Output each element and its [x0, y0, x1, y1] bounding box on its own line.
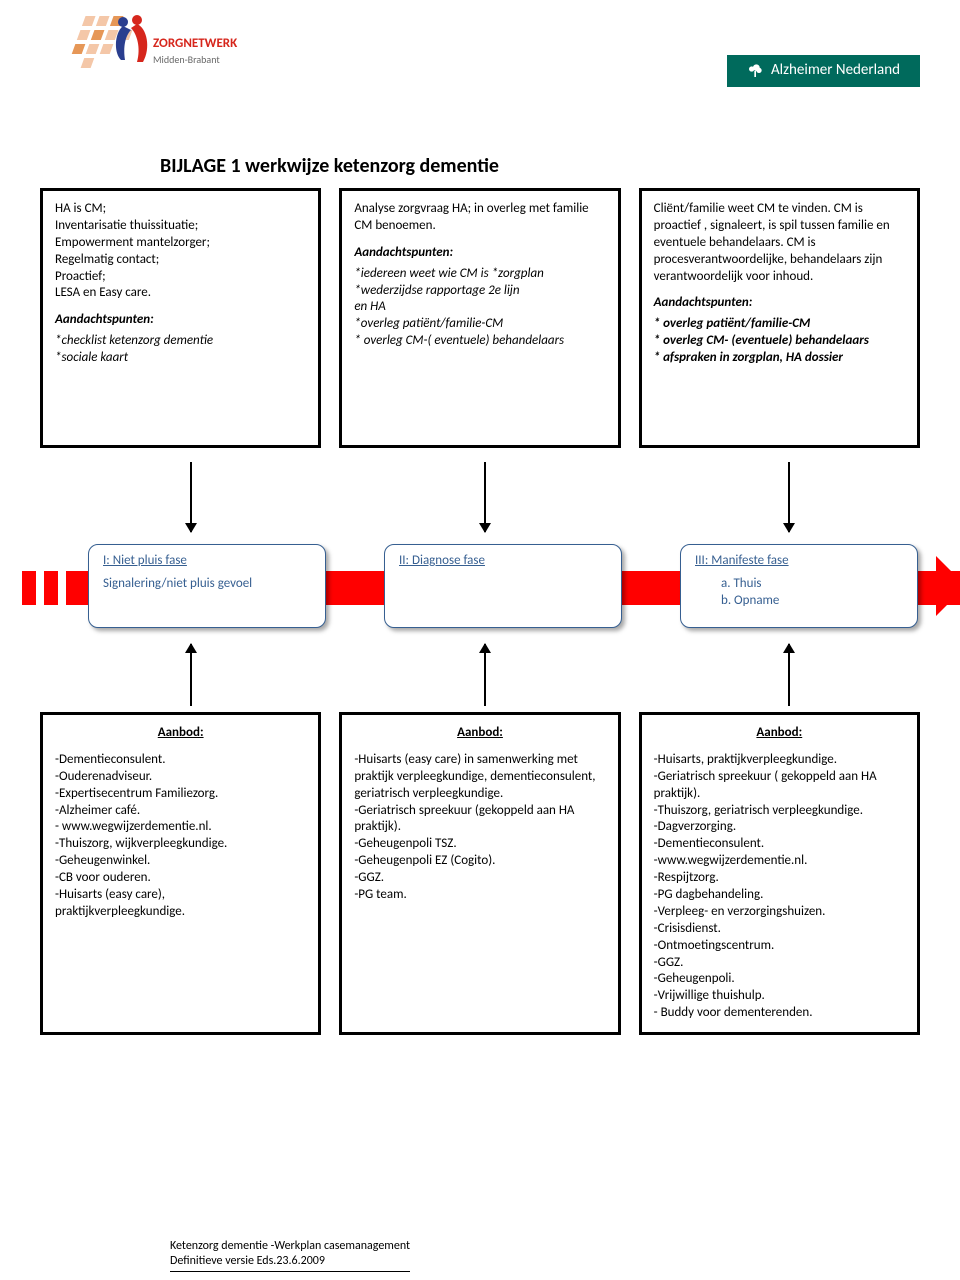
aanbod3-header: Aanbod:	[654, 725, 905, 742]
list-item: -Dagverzorging.	[654, 819, 905, 836]
top1-lead: HA is CM;Inventarisatie thuissituatie;Em…	[55, 201, 306, 302]
zorgnetwerk-figures-icon	[103, 12, 159, 74]
zorgnetwerk-title: ZORGNETWERK	[153, 36, 237, 53]
arrow-down-2	[484, 462, 486, 532]
top-box-1: HA is CM;Inventarisatie thuissituatie;Em…	[40, 188, 321, 448]
list-item: - Buddy voor dementerenden.	[654, 1005, 905, 1022]
list-item: -PG team.	[354, 887, 605, 904]
list-item: -Geheugenpoli.	[654, 971, 905, 988]
list-item: -Expertisecentrum Familiezorg.	[55, 786, 306, 803]
list-item: -Thuiszorg, wijkverpleegkundige.	[55, 836, 306, 853]
bottom-box-row: Aanbod: -Dementieconsulent.-Ouderenadvis…	[40, 712, 920, 1035]
phase3-title: III: Manifeste fase	[695, 553, 903, 570]
list-item: -Alzheimer café.	[55, 803, 306, 820]
list-item: -Geriatrisch spreekuur (gekoppeld aan HA…	[354, 803, 605, 837]
bottom-box-2: Aanbod: -Huisarts (easy care) in samenwe…	[339, 712, 620, 1035]
list-item: -CB voor ouderen.	[55, 870, 306, 887]
bottom-box-1: Aanbod: -Dementieconsulent.-Ouderenadvis…	[40, 712, 321, 1035]
phase-card-1: I: Niet pluis fase Signalering/niet plui…	[88, 544, 326, 628]
list-item: -Geheugenpoli TSZ.	[354, 836, 605, 853]
phase1-title: I: Niet pluis fase	[103, 553, 311, 570]
top2-points: *iedereen weet wie CM is *zorgplan*weder…	[354, 266, 605, 350]
aanbod3-list: -Huisarts, praktijkverpleegkundige.-Geri…	[654, 752, 905, 1022]
phase2-title: II: Diagnose fase	[399, 553, 607, 570]
footer-line2: Definitieve versie Eds.23.6.2009	[170, 1254, 325, 1268]
top2-aandacht-label: Aandachtspunten:	[354, 245, 605, 262]
phase3-body: a. Thuisb. Opname	[695, 576, 903, 610]
footer: Ketenzorg dementie -Werkplan casemanagem…	[170, 1239, 410, 1272]
list-item: -Geriatrisch spreekuur ( gekoppeld aan H…	[654, 769, 905, 803]
list-item: -Crisisdienst.	[654, 921, 905, 938]
top3-aandacht-label: Aandachtspunten:	[654, 295, 905, 312]
top-box-row: HA is CM;Inventarisatie thuissituatie;Em…	[40, 188, 920, 448]
list-item: -Ontmoetingscentrum.	[654, 938, 905, 955]
page: ZORGNETWERK Midden-Brabant Alzheimer Ned…	[0, 0, 960, 1280]
arrow-up-2	[484, 644, 486, 706]
list-item: -GGZ.	[354, 870, 605, 887]
aanbod2-list: -Huisarts (easy care) in samenwerking me…	[354, 752, 605, 904]
phase1-body: Signalering/niet pluis gevoel	[103, 576, 311, 593]
list-item: -Geheugenwinkel.	[55, 853, 306, 870]
aanbod1-header: Aanbod:	[55, 725, 306, 742]
red-arrowhead-icon	[936, 556, 960, 616]
list-item: praktijkverpleegkundige.	[55, 904, 306, 921]
list-item: -Verpleeg- en verzorgingshuizen.	[654, 904, 905, 921]
top1-aandacht-label: Aandachtspunten:	[55, 312, 306, 329]
top-box-3: Cliënt/familie weet CM te vinden. CM is …	[639, 188, 920, 448]
list-item: -Vrijwillige thuishulp.	[654, 988, 905, 1005]
top2-lead: Analyse zorgvraag HA; in overleg met fam…	[354, 201, 605, 235]
zorgnetwerk-subtitle: Midden-Brabant	[153, 53, 237, 66]
arrow-up-3	[788, 644, 790, 706]
list-item: -Huisarts (easy care),	[55, 887, 306, 904]
aanbod2-header: Aanbod:	[354, 725, 605, 742]
list-item: -Dementieconsulent.	[654, 836, 905, 853]
tree-icon	[747, 63, 763, 79]
page-title: BIJLAGE 1 werkwijze ketenzorg dementie	[160, 153, 499, 179]
header: ZORGNETWERK Midden-Brabant Alzheimer Ned…	[0, 10, 960, 100]
alzheimer-label: Alzheimer Nederland	[771, 61, 900, 81]
list-item: -Huisarts, praktijkverpleegkundige.	[654, 752, 905, 769]
list-item: -PG dagbehandeling.	[654, 887, 905, 904]
footer-line1: Ketenzorg dementie -Werkplan casemanagem…	[170, 1239, 410, 1253]
list-item: - www.wegwijzerdementie.nl.	[55, 819, 306, 836]
list-item: -Thuiszorg, geriatrisch verpleegkundige.	[654, 803, 905, 820]
list-item: -www.wegwijzerdementie.nl.	[654, 853, 905, 870]
arrow-down-3	[788, 462, 790, 532]
bottom-box-3: Aanbod: -Huisarts, praktijkverpleegkundi…	[639, 712, 920, 1035]
arrow-up-1	[190, 644, 192, 706]
aanbod1-list: -Dementieconsulent.-Ouderenadviseur.-Exp…	[55, 752, 306, 921]
top1-points: *checklist ketenzorg dementie*sociale ka…	[55, 333, 306, 367]
phase-card-3: III: Manifeste fase a. Thuisb. Opname	[680, 544, 918, 628]
list-item: -Respijtzorg.	[654, 870, 905, 887]
arrow-down-1	[190, 462, 192, 532]
list-item: -GGZ.	[654, 955, 905, 972]
top-box-2: Analyse zorgvraag HA; in overleg met fam…	[339, 188, 620, 448]
list-item: -Geheugenpoli EZ (Cogito).	[354, 853, 605, 870]
list-item: -Dementieconsulent.	[55, 752, 306, 769]
list-item: -Ouderenadviseur.	[55, 769, 306, 786]
list-item: -Huisarts (easy care) in samenwerking me…	[354, 752, 605, 803]
phase-card-2: II: Diagnose fase	[384, 544, 622, 628]
alzheimer-logo: Alzheimer Nederland	[727, 55, 920, 87]
top3-lead: Cliënt/familie weet CM te vinden. CM is …	[654, 201, 905, 285]
top3-points: * overleg patiënt/familie-CM* overleg CM…	[654, 316, 905, 367]
